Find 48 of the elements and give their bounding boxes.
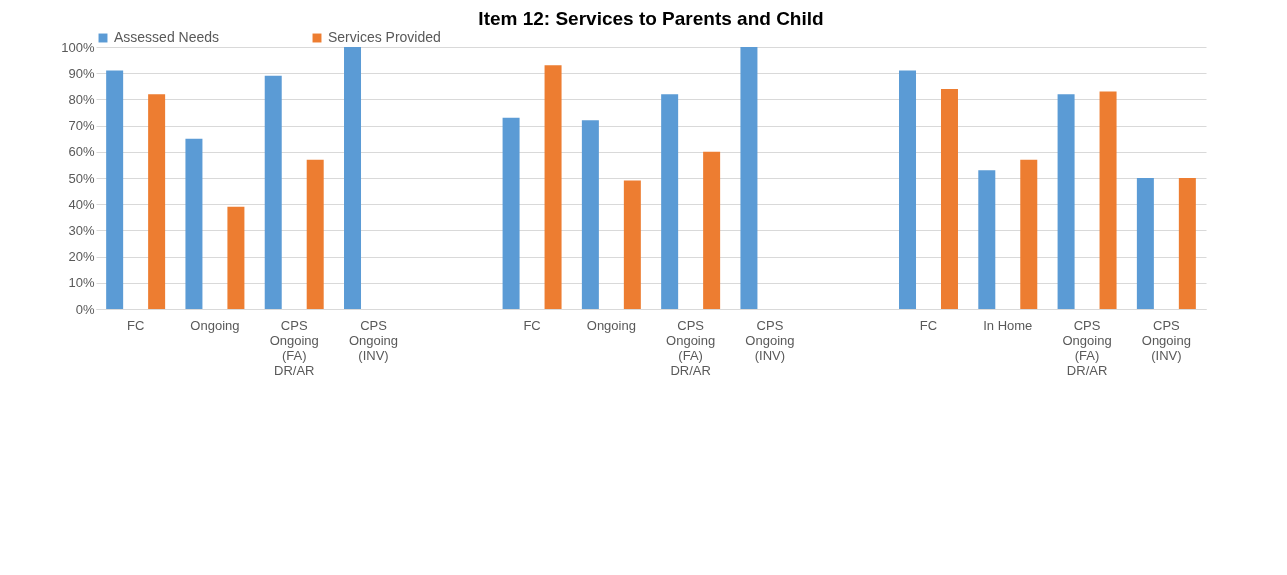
- y-tick-label: 0%: [75, 301, 95, 317]
- bar: [1178, 178, 1196, 309]
- y-tick-label: 20%: [68, 249, 95, 265]
- bar: [344, 47, 362, 309]
- x-tick-label: Ongoing: [586, 317, 636, 333]
- bar: [703, 151, 721, 309]
- bar: [227, 206, 245, 309]
- y-tick-label: 40%: [68, 196, 95, 212]
- bar: [1136, 178, 1154, 309]
- x-tick-label: CPS Ongoing (FA) DR/AR: [666, 317, 716, 378]
- x-tick-label: CPS Ongoing (FA) DR/AR: [269, 317, 319, 378]
- y-tick-label: 80%: [68, 91, 95, 107]
- bar: [661, 94, 679, 309]
- legend-label: Services Provided: [328, 29, 441, 45]
- y-tick-label: 70%: [68, 118, 95, 134]
- bar: [306, 159, 324, 309]
- bar: [623, 180, 641, 309]
- x-tick-label: Ongoing: [190, 317, 240, 333]
- bar: [940, 88, 958, 309]
- bar: [581, 120, 599, 309]
- x-tick-label: In Home: [983, 317, 1033, 333]
- bar: [185, 138, 203, 309]
- chart-title: Item 12: Services to Parents and Child: [478, 8, 824, 29]
- y-tick-label: 90%: [68, 65, 95, 81]
- bar: [1020, 159, 1038, 309]
- y-tick-label: 60%: [68, 144, 95, 160]
- bar: [264, 75, 282, 309]
- x-tick-label: CPS Ongoing (INV): [745, 317, 795, 363]
- x-tick-label: CPS Ongoing (FA) DR/AR: [1062, 317, 1112, 378]
- bar: [148, 94, 166, 309]
- bar: [740, 47, 758, 309]
- y-tick-label: 10%: [68, 275, 95, 291]
- y-tick-label: 100%: [61, 39, 95, 55]
- x-tick-label: CPS Ongoing (INV): [348, 317, 399, 363]
- bar: [544, 65, 562, 309]
- bar: [106, 70, 124, 309]
- bar: [899, 70, 917, 309]
- x-tick-label: FC: [919, 317, 938, 333]
- x-tick-label: CPS Ongoing (INV): [1141, 317, 1191, 363]
- y-tick-label: 50%: [68, 170, 95, 186]
- legend-label: Assessed Needs: [114, 29, 220, 45]
- bar: [1057, 94, 1075, 309]
- y-tick-label: 30%: [68, 222, 95, 238]
- bar: [1099, 91, 1117, 309]
- bar: [978, 170, 996, 309]
- bar: [502, 117, 520, 309]
- x-tick-label: FC: [126, 317, 145, 333]
- x-tick-label: FC: [523, 317, 541, 333]
